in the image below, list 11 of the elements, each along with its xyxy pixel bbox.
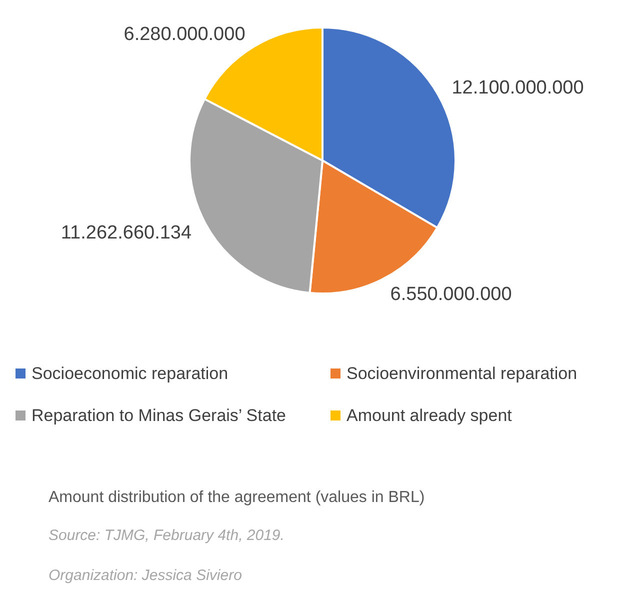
legend-label: Reparation to Minas Gerais’ State	[32, 406, 286, 425]
data-label: 12.100.000.000	[452, 77, 584, 98]
legend-label: Amount already spent	[346, 406, 512, 425]
legend-label: Socioenvironmental reparation	[346, 364, 578, 383]
data-label: 6.550.000.000	[390, 284, 512, 306]
text: Amount distribution of the agreement (values in BRL)	[48, 489, 425, 506]
legend-label: Socioeconomic reparation	[32, 364, 228, 383]
data-label: 11.262.660.134	[60, 222, 192, 244]
source-note: Source: TJMG, February 4th, 2019.	[48, 527, 284, 544]
text: Organization: Jessica Siviero	[48, 567, 242, 584]
data-label: 6.280.000.000	[124, 24, 246, 46]
